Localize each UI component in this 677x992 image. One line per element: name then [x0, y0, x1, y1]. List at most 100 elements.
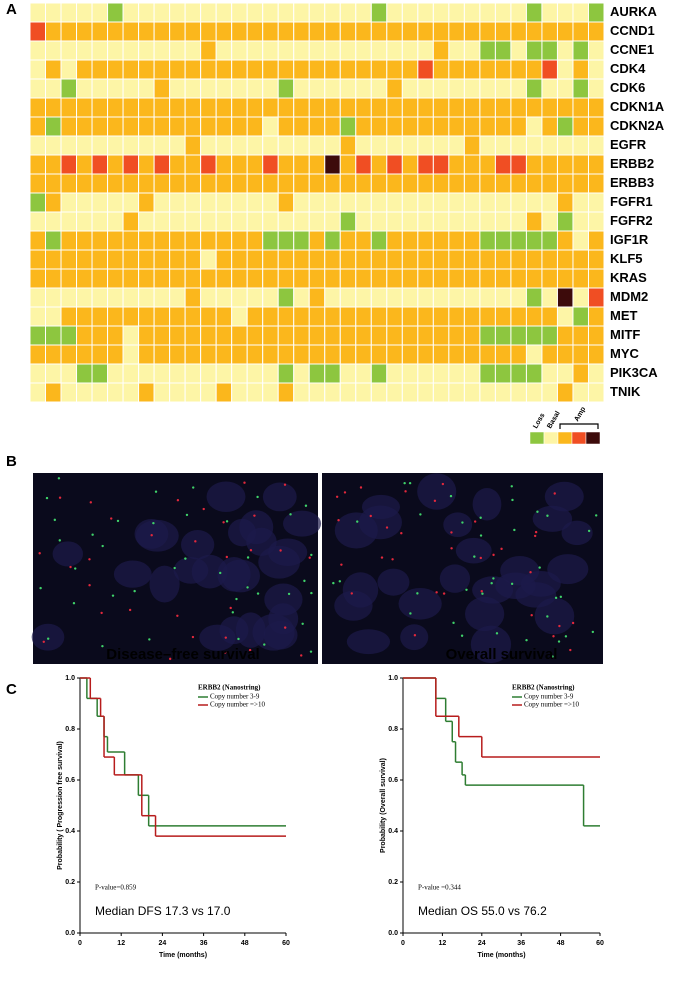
heatmap-cell [262, 97, 279, 118]
heatmap-cell [386, 78, 403, 99]
heatmap-cell [293, 268, 310, 289]
signal [53, 518, 57, 522]
heatmap-cell [324, 78, 341, 99]
heatmap-cell [246, 116, 264, 137]
heatmap-cell [432, 211, 450, 232]
x-tick-label: 60 [596, 940, 604, 947]
heatmap-cell [448, 116, 465, 137]
signal [128, 608, 132, 612]
signal [310, 591, 313, 595]
signal [42, 640, 45, 644]
heatmap-cell [479, 211, 496, 232]
signal [460, 634, 464, 637]
heatmap-cell [107, 173, 124, 194]
heatmap-cell [556, 287, 574, 308]
heatmap-cell [293, 211, 310, 232]
signal [39, 586, 42, 590]
signal [538, 566, 541, 569]
heatmap-cell [76, 2, 93, 23]
gene-label: KLF5 [610, 251, 643, 266]
heatmap-cell [463, 78, 481, 99]
heatmap-cell [541, 211, 558, 232]
heatmap-cell [293, 78, 310, 99]
nucleus [334, 512, 378, 549]
heatmap-cell [572, 382, 589, 403]
heatmap-cell [231, 40, 248, 61]
nucleus [134, 518, 169, 549]
y-tick-label: 0.8 [388, 726, 398, 733]
heatmap-cell [246, 59, 264, 80]
heatmap-cell [277, 363, 295, 384]
heatmap-cell [324, 116, 341, 137]
heatmap-cell [60, 21, 78, 42]
heatmap-cell [339, 192, 357, 213]
heatmap-cell [324, 325, 341, 346]
heatmap-cell [231, 363, 248, 384]
heatmap-cell [277, 135, 295, 156]
signal [100, 611, 103, 615]
heatmap-cell [293, 344, 310, 365]
heatmap-cell [494, 363, 512, 384]
signal [391, 558, 394, 561]
heatmap-cell [308, 344, 326, 365]
heatmap-cell [60, 287, 78, 308]
gene-label: FGFR1 [610, 194, 653, 209]
heatmap-cell [138, 382, 155, 403]
heatmap-cell [45, 382, 62, 403]
heatmap-cell [370, 287, 388, 308]
heatmap-cell [432, 192, 450, 213]
heatmap-cell [386, 268, 403, 289]
heatmap-cell [169, 230, 186, 251]
heatmap-cell [401, 78, 419, 99]
heatmap-cell [448, 230, 465, 251]
gene-label: CCNE1 [610, 42, 654, 57]
heatmap-cell [122, 249, 140, 270]
signal [256, 495, 259, 499]
signal [400, 532, 403, 535]
heatmap-cell [417, 173, 434, 194]
y-tick-label: 0.8 [65, 726, 75, 733]
heatmap-cell [339, 306, 357, 327]
heatmap-cell [525, 287, 543, 308]
heatmap-cell [572, 21, 589, 42]
signal [473, 520, 477, 523]
heatmap-cell [479, 40, 496, 61]
heatmap-cell [153, 268, 171, 289]
gene-label: CDKN1A [610, 99, 665, 114]
heatmap-cell [293, 40, 310, 61]
signal [246, 556, 250, 559]
signal [525, 638, 528, 642]
heatmap-cell [417, 211, 434, 232]
heatmap-cell [184, 344, 202, 365]
heatmap-cell [479, 78, 496, 99]
heatmap-cell [432, 97, 450, 118]
heatmap-cell [308, 21, 326, 42]
heatmap-cell [572, 173, 589, 194]
heatmap-cell [45, 40, 62, 61]
heatmap-cell [525, 97, 543, 118]
heatmap-cell [339, 40, 357, 61]
heatmap-cell [293, 382, 310, 403]
signal [150, 534, 153, 537]
heatmap-cell [463, 192, 481, 213]
heatmap-cell [262, 2, 279, 23]
heatmap-cell [541, 325, 558, 346]
heatmap-cell [525, 382, 543, 403]
nucleus [547, 554, 589, 585]
heatmap-cell [587, 78, 605, 99]
heatmap-cell [277, 59, 295, 80]
heatmap-cell [525, 230, 543, 251]
heatmap-cell [169, 154, 186, 175]
heatmap-cell [76, 173, 93, 194]
heatmap-cell [339, 230, 357, 251]
signal [287, 592, 291, 596]
heatmap-cell [370, 249, 388, 270]
nucleus [443, 512, 473, 538]
heatmap-cell [339, 363, 357, 384]
heatmap-cell [138, 268, 155, 289]
heatmap-cell [494, 287, 512, 308]
heatmap-cell [587, 249, 605, 270]
heatmap-cell [107, 116, 124, 137]
heatmap-cell [401, 135, 419, 156]
heatmap-cell [541, 78, 558, 99]
